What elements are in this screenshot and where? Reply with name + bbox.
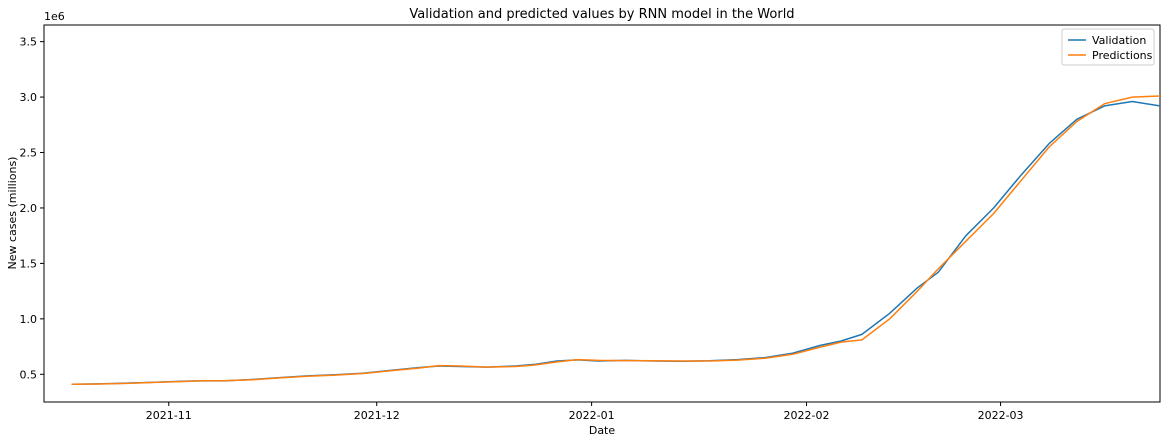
x-tick-label: 2021-12 [354,409,400,422]
y-tick-label: 3.5 [20,36,38,49]
y-tick-label: 2.5 [20,147,38,160]
x-tick-label: 2022-01 [569,409,615,422]
legend-label: Predictions [1092,49,1153,62]
x-ticks: 2021-11 2021-12 2022-01 2022-02 2022-03 [146,402,1024,422]
y-axis-label: New cases (millions) [6,157,19,270]
y-tick-label: 2.0 [20,202,38,215]
legend-label: Validation [1092,34,1146,47]
legend-box [1061,28,1155,66]
x-axis-label: Date [589,424,616,437]
series-line-predictions [71,95,1161,386]
chart-title: Validation and predicted values by RNN m… [409,7,794,22]
y-tick-label: 0.5 [20,368,38,381]
series-lines [71,95,1161,386]
y-tick-label: 1.0 [20,313,38,326]
y-offset-text: 1e6 [44,10,65,23]
x-tick-label: 2022-02 [784,409,830,422]
x-tick-label: 2021-11 [146,409,192,422]
y-ticks: 0.5 1.0 1.5 2.0 2.5 3.0 3.5 [20,36,44,381]
plot-area [43,24,1161,403]
y-tick-label: 3.0 [20,91,38,104]
y-tick-label: 1.5 [20,257,38,270]
legend: Validation Predictions [1061,28,1155,66]
x-tick-label: 2022-03 [978,409,1024,422]
